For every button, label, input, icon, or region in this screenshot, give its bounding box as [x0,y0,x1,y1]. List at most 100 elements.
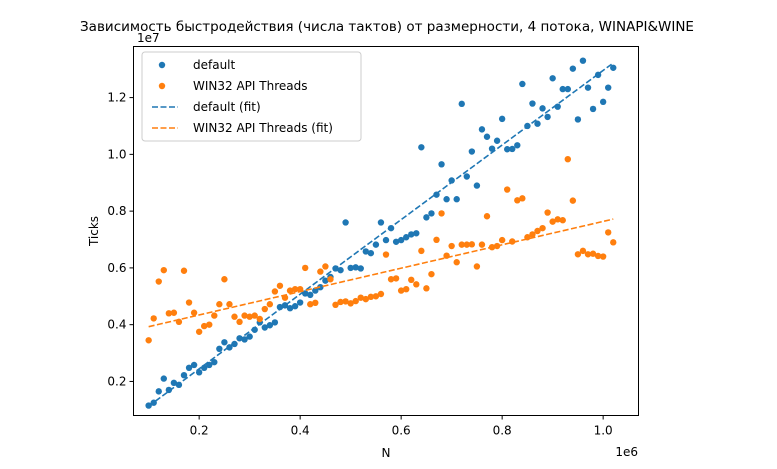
data-point [337,266,344,274]
data-point [387,276,395,283]
data-point [185,364,193,372]
data-point [443,196,450,203]
data-point [403,234,410,241]
data-point [190,309,198,316]
y-tick-label: 0.2 [107,374,126,388]
data-point [231,340,238,348]
data-point [307,301,314,308]
data-point [519,80,526,88]
data-point [367,293,375,301]
data-point [544,209,551,216]
data-point [286,305,294,312]
data-point [403,285,410,293]
legend: default WIN32 API Threads default (fit) WIN… [141,51,362,142]
data-point [155,278,162,285]
data-point [312,299,319,307]
data-point [610,239,617,246]
data-point [261,324,268,331]
data-point [201,322,208,330]
data-point [347,300,354,307]
data-point [372,241,380,248]
data-point [610,64,617,71]
data-point [201,364,208,372]
data-point [574,116,582,123]
plot-area [133,46,639,416]
y-axis-ticks: 0.2 0.4 0.6 0.8 1.0 1.2 [107,91,134,388]
data-point [170,379,178,387]
data-point [296,299,304,306]
data-point [251,312,258,319]
data-point [302,264,309,272]
x-tick-label: 0.6 [392,424,411,438]
chart-title: Зависимость быстродействия (числа тактов… [80,19,694,35]
legend-box [141,51,362,142]
legend-entry: default (fit) [152,100,261,114]
data-point [180,371,188,379]
data-point [236,318,243,326]
data-point [190,361,198,369]
data-point [271,288,279,295]
x-tick-label: 0.8 [493,424,512,438]
data-point [392,275,400,282]
legend-label: WIN32 API Threads (fit) [193,121,333,135]
data-point [342,298,349,305]
data-point [286,287,294,294]
data-point [498,115,506,123]
data-point [529,231,536,238]
data-point [504,186,511,193]
data-point [463,173,470,180]
x-tick-label: 1.0 [594,424,613,438]
data-point [266,301,274,308]
data-point [483,133,491,140]
data-point [367,249,375,257]
data-point [584,84,592,91]
data-point [418,144,425,151]
data-point [559,217,566,224]
data-marks [145,57,617,409]
data-point [534,227,541,235]
data-point [509,145,516,153]
data-point [569,65,577,72]
data-point [185,299,193,306]
data-point [605,229,612,236]
data-point [584,251,592,258]
y-tick-label: 1.0 [107,147,126,161]
fit-line [148,218,614,328]
data-point [534,120,541,127]
data-point [579,57,587,64]
data-point [231,313,238,320]
data-point [397,287,405,294]
data-point [216,345,223,352]
data-point [307,291,314,299]
data-point [312,287,319,294]
data-point [463,241,470,248]
x-axis-ticks: 0.2 0.4 0.6 0.8 1.0 [190,415,613,438]
data-point [271,319,279,326]
legend-label: default [193,58,236,72]
data-point [448,242,455,250]
data-point [539,105,546,112]
y-tick-label: 0.8 [107,204,126,218]
data-point [519,195,526,202]
data-point [211,358,218,366]
data-point [377,290,385,298]
data-point [468,148,476,155]
data-point [549,218,556,225]
data-point [382,251,390,258]
data-point [514,197,521,204]
data-point [362,248,369,255]
data-point [589,250,597,257]
data-point [221,339,228,346]
data-point [413,230,420,237]
data-point [357,294,364,301]
data-point [150,315,157,322]
data-point [493,137,501,144]
data-point [165,310,173,317]
data-point [241,312,248,319]
x-offset-label: 1e6 [615,445,638,459]
legend-label: WIN32 API Threads [193,79,307,93]
data-point [428,210,435,217]
data-point [418,247,425,255]
data-point [241,336,248,343]
